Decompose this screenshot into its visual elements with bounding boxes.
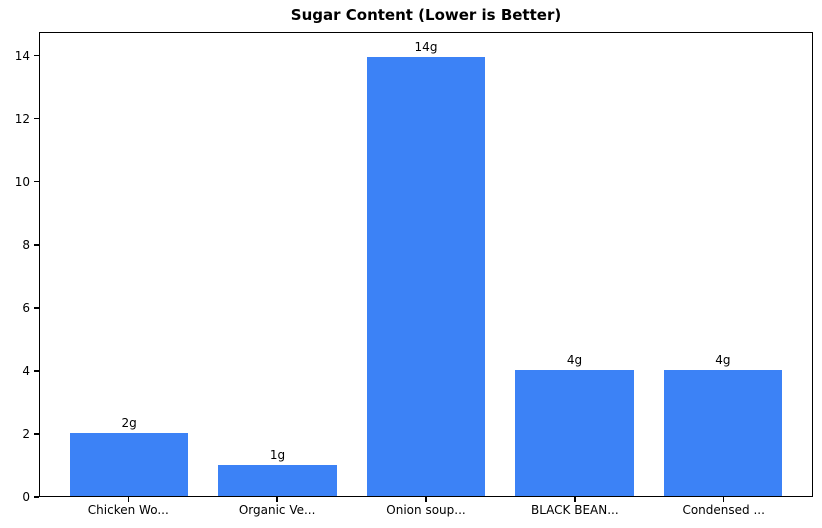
y-tick-mark — [34, 180, 39, 183]
x-tick-label: Chicken Wo... — [87, 503, 169, 517]
bar — [366, 56, 486, 496]
x-tick-mark — [722, 497, 725, 502]
y-tick-label: 12 — [14, 111, 30, 126]
bar-value-label: 4g — [566, 353, 583, 368]
y-tick-mark — [34, 244, 39, 246]
x-tick-label: Condensed ... — [682, 503, 765, 517]
bar — [663, 370, 783, 496]
y-tick-label: 4 — [22, 363, 30, 378]
x-tick-label: Organic Ve... — [238, 503, 316, 517]
chart-title: Sugar Content (Lower is Better) — [290, 6, 562, 24]
x-tick-label: Onion soup... — [386, 503, 466, 517]
bar-value-label: 14g — [414, 39, 438, 54]
x-tick-mark — [127, 497, 130, 502]
bar — [515, 370, 634, 496]
x-tick-mark — [425, 497, 427, 502]
y-tick-label: 14 — [14, 48, 30, 63]
y-tick-mark — [34, 496, 39, 498]
x-tick-mark — [574, 497, 576, 502]
y-tick-mark — [34, 54, 39, 57]
y-tick-mark — [34, 433, 39, 435]
plot-area: 2g 1g 14g 4g 4g — [39, 32, 813, 497]
bar — [69, 433, 189, 496]
y-tick-mark — [34, 370, 39, 372]
y-tick-label: 0 — [22, 490, 30, 504]
bar-value-label: 1g — [269, 447, 286, 462]
y-tick-label: 8 — [22, 237, 30, 252]
y-tick-mark — [34, 117, 39, 120]
y-tick-mark — [34, 307, 39, 309]
y-tick-label: 10 — [14, 174, 30, 189]
bar-value-label: 2g — [121, 416, 137, 431]
bar — [218, 464, 337, 496]
x-tick-label: BLACK BEAN... — [530, 503, 619, 517]
y-tick-label: 6 — [22, 300, 30, 315]
x-tick-mark — [276, 497, 278, 502]
y-tick-label: 2 — [22, 426, 30, 441]
bar-value-label: 4g — [715, 353, 731, 368]
